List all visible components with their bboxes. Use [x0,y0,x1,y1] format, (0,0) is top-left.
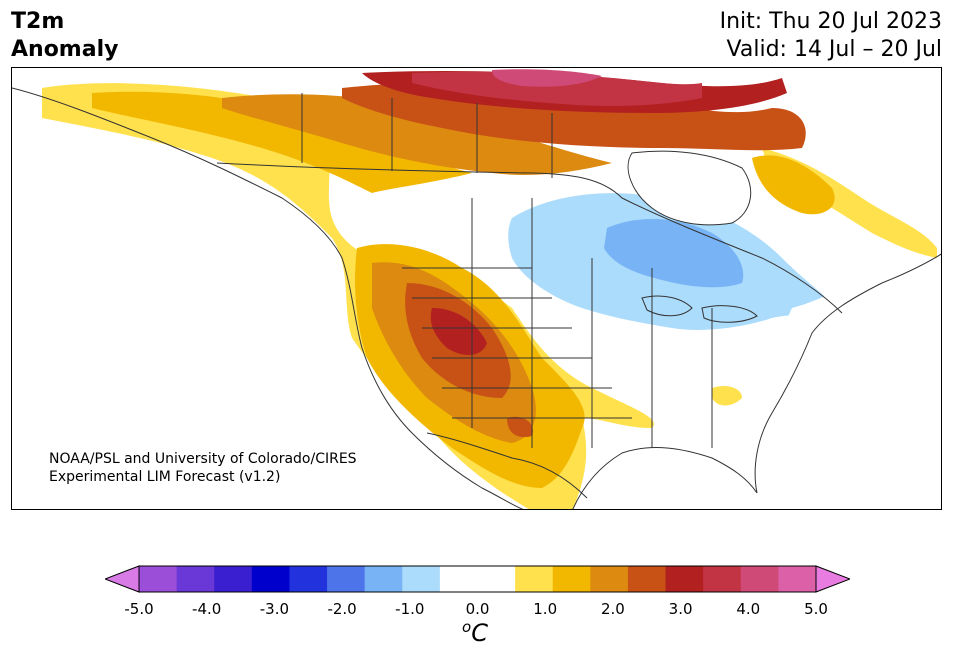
init-date: Init: Thu 20 Jul 2023 [719,9,942,34]
colorbar-tick-label: 0.0 [465,600,490,618]
colorbar-bin [590,566,629,592]
anomaly-warm2 [92,91,472,193]
credit-text: NOAA/PSL and University of Colorado/CIRE… [49,450,357,486]
anomaly-warm3 [222,94,612,175]
colorbar-bin [778,566,817,592]
colorbar-bin [176,566,215,592]
colorbar-tick-label: 1.0 [533,600,558,618]
ocean-masks [602,151,941,509]
colorbar-bin [364,566,403,592]
colorbar-bin [740,566,779,592]
colorbar-bins [139,566,817,592]
colorbar-tick-label: 2.0 [600,600,625,618]
anomaly-warm7 [492,69,602,87]
gulf-mask [602,456,771,509]
colorbar-bin [665,566,704,592]
colorbar-bin [139,566,178,592]
colorbar-tick-label: 5.0 [804,600,828,618]
colorbar-tick-label: -4.0 [192,600,222,618]
great-lakes [641,295,758,323]
colorbar-bin [214,566,253,592]
colorbar-bin [627,566,667,592]
anomaly-map [11,67,942,510]
colorbar-ticks: -5.0 -4.0 -3.0 -2.0 -1.0 0.0 1.0 2.0 3.0 4.0 5.0 [0,600,953,620]
warm-anomaly-regions [42,69,937,509]
anomaly-warm1-se [712,386,742,406]
colorbar-tick-label: -5.0 [124,600,154,618]
canada-us-border [216,162,843,314]
state-lines [402,198,713,448]
colorbar-tick-label: -1.0 [395,600,425,618]
province-lines [301,93,553,178]
colorbar-bin [703,566,742,592]
map-svg [12,69,941,509]
colorbar-unit: oC [462,618,488,647]
coastline-gulf [572,447,758,509]
colorbar-outline [138,565,817,593]
colorbar [105,565,850,593]
coastline-east [754,253,941,494]
colorbar-bin [327,566,366,592]
colorbar-tick-label: 4.0 [736,600,761,618]
anomaly-warm2-ne [752,155,835,215]
colorbar-bin [515,566,554,592]
colorbar-bin [402,566,441,592]
map-title-variable: T2m Anomaly [11,9,119,62]
colorbar-tick-label: 3.0 [668,600,693,618]
credit-line-2: Experimental LIM Forecast (v1.2) [49,469,281,485]
colorbar-bin [251,566,290,592]
colorbar-over-triangle [815,565,850,593]
colorbar-bin [439,566,478,592]
colorbar-under-triangle [105,565,140,593]
colorbar-tick-label: -3.0 [259,600,290,618]
boundary-lines [12,87,941,509]
hudson-bay-mask [628,151,751,225]
credit-line-1: NOAA/PSL and University of Colorado/CIRE… [49,451,357,467]
map-title-dates: Init: Thu 20 Jul 2023 Valid: 14 Jul – 20… [720,8,942,64]
valid-range: Valid: 14 Jul – 20 Jul [726,37,942,62]
colorbar-bin [552,566,591,592]
atlantic-mask [768,258,941,509]
colorbar-bin [289,566,328,592]
anomaly-warm4-tx [507,416,533,438]
coastline-west [12,87,523,509]
unit-degree: o [462,618,472,636]
colorbar-tick-label: -2.0 [327,600,357,618]
anomaly-warm6 [412,71,702,106]
colorbar-bin [477,566,516,592]
anomaly-warm5-sw [430,308,487,355]
unit-letter: C [471,619,488,647]
hudson-bay-coast [627,150,752,226]
us-mexico-border [426,432,588,499]
